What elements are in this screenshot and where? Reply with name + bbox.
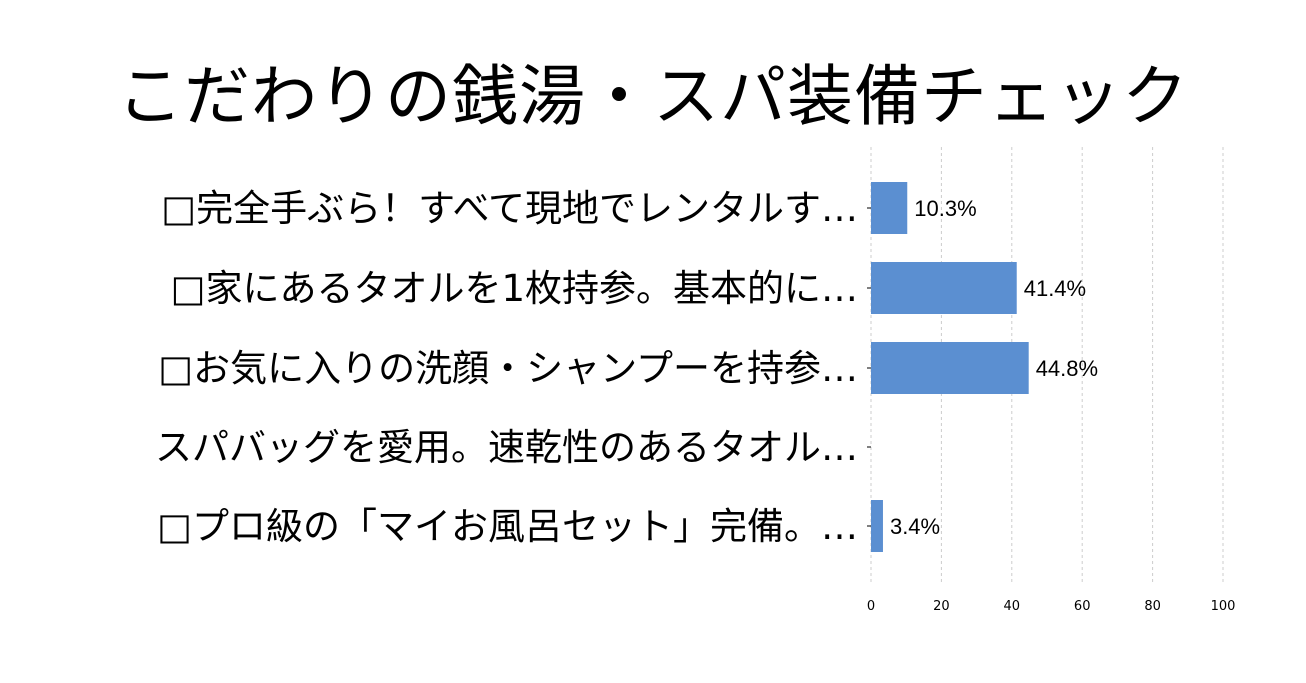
- category-label: □完全手ぶら！すべて現地でレンタルす…: [161, 187, 858, 230]
- data-labels: 10.3% 41.4% 44.8% 3.4%: [890, 196, 1098, 539]
- category-labels: □完全手ぶら！すべて現地でレンタルす… □家にあるタオルを1枚持参。基本的に… □お…: [155, 187, 871, 548]
- category-label: □お気に入りの洗顔・シャンプーを持参…: [158, 347, 858, 390]
- bar: [871, 182, 908, 234]
- data-label: 44.8%: [1036, 356, 1098, 381]
- x-tick-label: 0: [867, 599, 875, 614]
- x-tick-label: 80: [1144, 599, 1161, 614]
- category-label: スパバッグを愛用。速乾性のあるタオル…: [155, 426, 858, 469]
- x-tick-label: 100: [1211, 599, 1236, 614]
- data-label: 41.4%: [1024, 276, 1086, 301]
- x-tick-label: 40: [1004, 599, 1021, 614]
- category-label: □プロ級の「マイお風呂セット」完備。…: [157, 505, 858, 548]
- x-tick-label: 20: [933, 599, 950, 614]
- data-label: 3.4%: [890, 514, 940, 539]
- bar: [871, 262, 1017, 314]
- bar: [871, 342, 1029, 394]
- x-axis-ticks: 0 20 40 60 80 100: [867, 599, 1236, 614]
- chart-title: こだわりの銭湯・スパ装備チェック: [117, 58, 1189, 135]
- data-label: 10.3%: [914, 196, 976, 221]
- x-tick-label: 60: [1074, 599, 1091, 614]
- category-label: □家にあるタオルを1枚持参。基本的に…: [171, 267, 859, 310]
- bars: [871, 182, 1029, 552]
- bar: [871, 500, 883, 552]
